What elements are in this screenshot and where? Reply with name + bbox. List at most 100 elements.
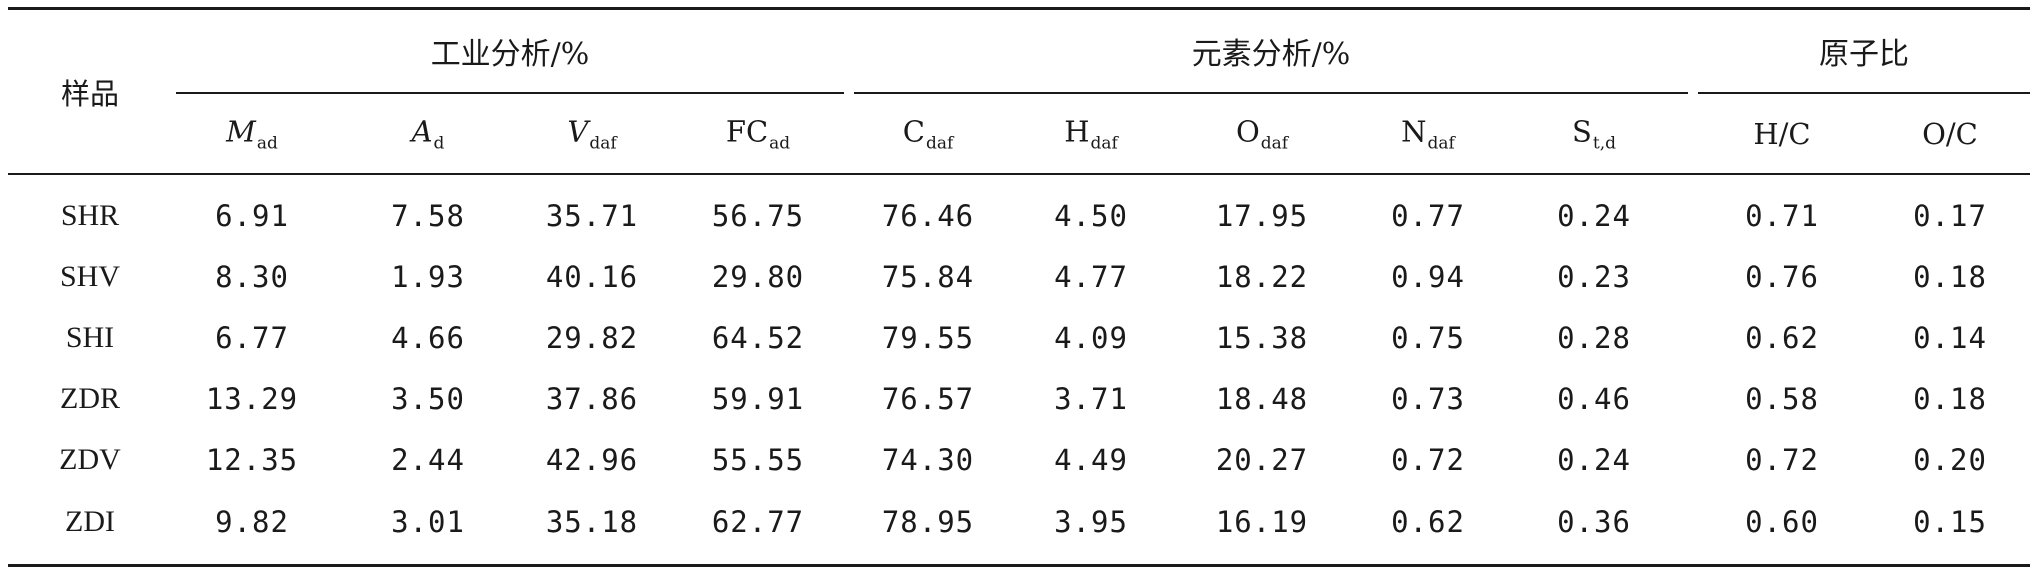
column-header: O/C bbox=[1922, 117, 1978, 151]
column-header-subscript: daf bbox=[1090, 133, 1118, 154]
table-cell: 55.55 bbox=[711, 443, 805, 477]
table-cell: 17.95 bbox=[1215, 199, 1309, 233]
column-header-subscript: daf bbox=[589, 133, 617, 154]
table-cell: 35.71 bbox=[545, 199, 639, 233]
table-cell: 1.93 bbox=[391, 260, 465, 294]
table-cell: 3.50 bbox=[391, 382, 465, 416]
column-header-symbol: M bbox=[226, 114, 256, 149]
column-header-symbol: A bbox=[411, 114, 433, 149]
table-cell: 9.82 bbox=[215, 505, 289, 539]
table-cell: 4.49 bbox=[1054, 443, 1128, 477]
column-header: Vdaf bbox=[567, 115, 616, 154]
table-cell: 13.29 bbox=[205, 382, 299, 416]
column-header-subscript: ad bbox=[769, 133, 791, 154]
table-cell: 0.36 bbox=[1557, 505, 1631, 539]
column-header: Ad bbox=[412, 115, 445, 154]
header-rule bbox=[8, 173, 2030, 175]
table-cell: 35.18 bbox=[545, 505, 639, 539]
table-cell: 76.57 bbox=[881, 382, 975, 416]
table-cell: 3.01 bbox=[391, 505, 465, 539]
column-header-symbol: H/C bbox=[1753, 117, 1811, 151]
sample-name-cell: ZDR bbox=[60, 382, 120, 415]
table-cell: 15.38 bbox=[1215, 321, 1309, 355]
sample-name-cell: SHV bbox=[59, 260, 121, 293]
table-cell: 4.77 bbox=[1054, 260, 1128, 294]
table-cell: 6.91 bbox=[215, 199, 289, 233]
table-cell: 42.96 bbox=[545, 443, 639, 477]
table-cell: 4.66 bbox=[391, 321, 465, 355]
table-cell: 0.72 bbox=[1745, 443, 1819, 477]
table-cell: 0.76 bbox=[1745, 260, 1819, 294]
table-cell: 0.94 bbox=[1391, 260, 1465, 294]
table-cell: 0.60 bbox=[1745, 505, 1819, 539]
table-cell: 18.22 bbox=[1215, 260, 1309, 294]
table-cell: 3.71 bbox=[1054, 382, 1128, 416]
column-header-subscript: daf bbox=[1427, 133, 1455, 154]
table-cell: 59.91 bbox=[711, 382, 805, 416]
table-cell: 0.18 bbox=[1913, 260, 1987, 294]
column-header: Mad bbox=[226, 115, 278, 154]
column-header: St,d bbox=[1572, 115, 1616, 154]
table-cell: 79.55 bbox=[881, 321, 975, 355]
column-header: FCad bbox=[726, 115, 790, 154]
table-cell: 2.44 bbox=[391, 443, 465, 477]
table-cell: 0.20 bbox=[1913, 443, 1987, 477]
table-cell: 18.48 bbox=[1215, 382, 1309, 416]
table-cell: 0.24 bbox=[1557, 443, 1631, 477]
column-header-symbol: H bbox=[1064, 114, 1090, 149]
column-header-symbol: N bbox=[1401, 114, 1427, 149]
table-cell: 64.52 bbox=[711, 321, 805, 355]
table-cell: 0.15 bbox=[1913, 505, 1987, 539]
table-cell: 0.58 bbox=[1745, 382, 1819, 416]
column-header-subscript: ad bbox=[256, 133, 278, 154]
data-table: 样品 工业分析/% 元素分析/% 原子比 Mad Ad Vdaf FCad Cdaf Hd… bbox=[8, 0, 2032, 576]
table-cell: 76.46 bbox=[881, 199, 975, 233]
table-cell: 78.95 bbox=[881, 505, 975, 539]
table-cell: 0.23 bbox=[1557, 260, 1631, 294]
sample-name-cell: SHR bbox=[60, 199, 120, 232]
table-cell: 0.14 bbox=[1913, 321, 1987, 355]
column-header-subscript: t,d bbox=[1592, 133, 1616, 154]
column-header-symbol: O/C bbox=[1922, 117, 1978, 151]
table-cell: 0.72 bbox=[1391, 443, 1465, 477]
group-rule-ultimate bbox=[854, 92, 1688, 94]
column-header: Cdaf bbox=[903, 115, 954, 154]
table-cell: 37.86 bbox=[545, 382, 639, 416]
table-cell: 0.17 bbox=[1913, 199, 1987, 233]
table-cell: 74.30 bbox=[881, 443, 975, 477]
column-header-symbol: V bbox=[567, 114, 589, 149]
table-cell: 0.24 bbox=[1557, 199, 1631, 233]
column-header-symbol: S bbox=[1572, 114, 1592, 149]
group-header-ultimate-analysis: 元素分析/% bbox=[1191, 37, 1351, 72]
table-cell: 6.77 bbox=[215, 321, 289, 355]
table-cell: 4.09 bbox=[1054, 321, 1128, 355]
column-header: Ndaf bbox=[1401, 115, 1455, 154]
table-cell: 4.50 bbox=[1054, 199, 1128, 233]
table-cell: 16.19 bbox=[1215, 505, 1309, 539]
column-header-symbol: C bbox=[902, 114, 925, 149]
group-rule-atomic bbox=[1698, 92, 2030, 94]
table-cell: 29.80 bbox=[711, 260, 805, 294]
sample-name-cell: ZDV bbox=[59, 443, 121, 476]
table-cell: 0.28 bbox=[1557, 321, 1631, 355]
table-cell: 8.30 bbox=[215, 260, 289, 294]
bottom-rule bbox=[8, 564, 2030, 567]
table-cell: 0.46 bbox=[1557, 382, 1631, 416]
sample-name-cell: SHI bbox=[65, 321, 115, 354]
table-cell: 0.62 bbox=[1745, 321, 1819, 355]
table-cell: 3.95 bbox=[1054, 505, 1128, 539]
column-header: Hdaf bbox=[1064, 115, 1118, 154]
table-cell: 20.27 bbox=[1215, 443, 1309, 477]
table-cell: 75.84 bbox=[881, 260, 975, 294]
table-cell: 0.71 bbox=[1745, 199, 1819, 233]
table-cell: 29.82 bbox=[545, 321, 639, 355]
group-header-proximate-analysis: 工业分析/% bbox=[430, 37, 590, 72]
table-cell: 12.35 bbox=[205, 443, 299, 477]
column-header: H/C bbox=[1753, 117, 1810, 151]
sample-header: 样品 bbox=[60, 77, 120, 111]
column-header-subscript: d bbox=[433, 133, 445, 154]
table-cell: 0.77 bbox=[1391, 199, 1465, 233]
table-cell: 40.16 bbox=[545, 260, 639, 294]
sample-name-cell: ZDI bbox=[65, 505, 115, 538]
column-header-subscript: daf bbox=[1260, 133, 1289, 154]
